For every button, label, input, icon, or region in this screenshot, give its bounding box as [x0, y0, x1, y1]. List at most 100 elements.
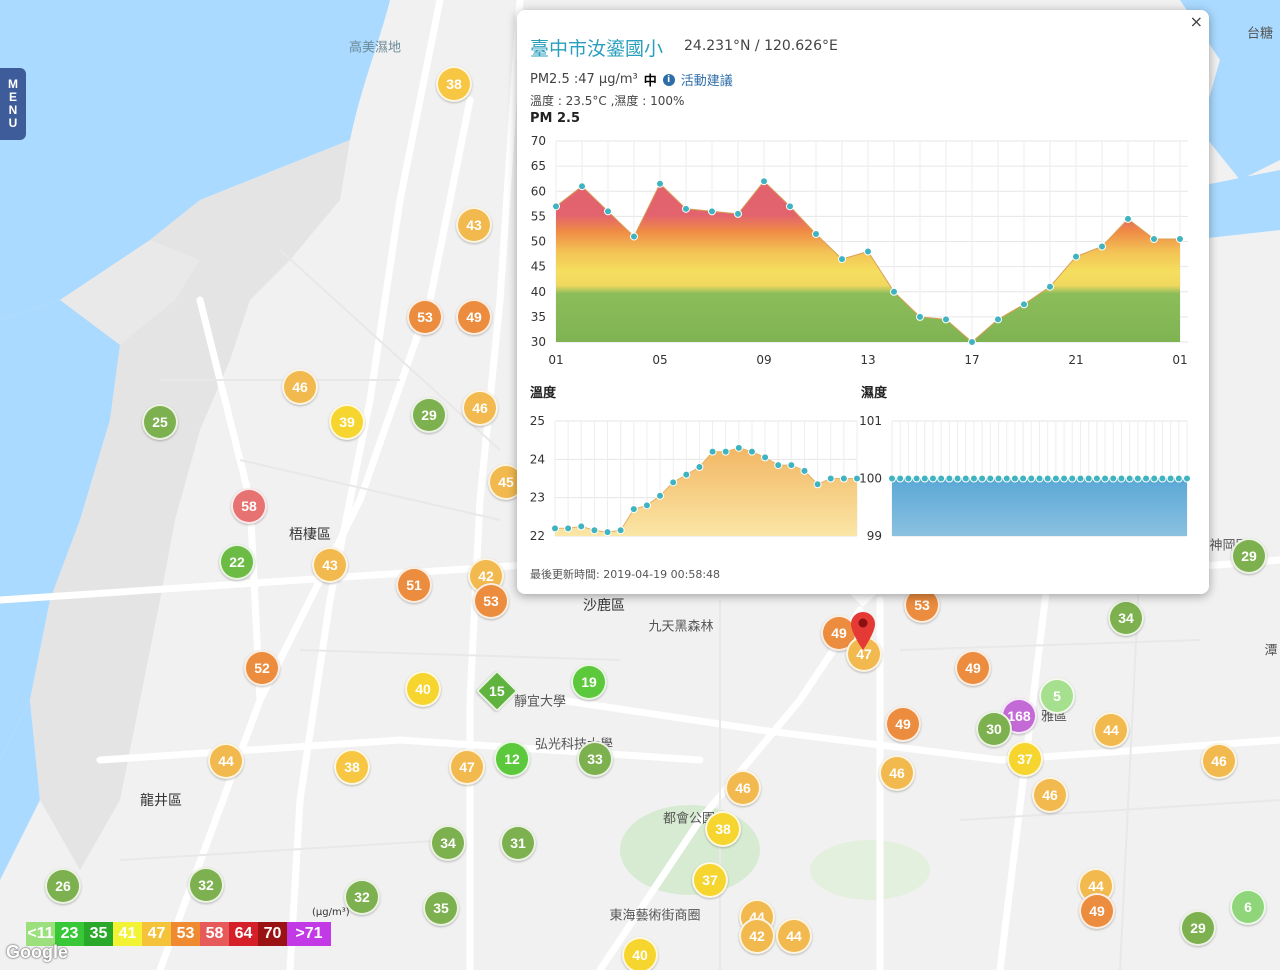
y-tick-label: 30 [531, 335, 546, 349]
station-marker[interactable]: 29 [1231, 538, 1267, 574]
station-marker[interactable]: 40 [405, 671, 441, 707]
data-point [1142, 474, 1151, 483]
data-point [912, 474, 921, 483]
last-update-time: 最後更新時間: 2019-04-19 00:58:48 [530, 568, 721, 581]
station-marker[interactable]: 39 [329, 404, 365, 440]
station-marker[interactable]: 33 [577, 741, 613, 777]
station-marker[interactable]: 38 [436, 66, 472, 102]
station-coordinates: 24.231°N / 120.626°E [684, 38, 838, 54]
pm25-area [556, 181, 1180, 342]
station-marker[interactable]: 46 [879, 755, 915, 791]
station-marker[interactable]: 52 [244, 650, 280, 686]
popup-tip [849, 593, 877, 607]
station-marker[interactable]: 49 [1079, 893, 1115, 929]
data-point [669, 478, 678, 487]
place-label: 台糖 [1246, 26, 1274, 42]
y-tick-label: 35 [531, 310, 546, 324]
station-marker[interactable]: 38 [705, 811, 741, 847]
x-tick-label: 05 [652, 353, 667, 367]
data-point [978, 474, 987, 483]
station-marker[interactable]: 29 [411, 397, 447, 433]
station-marker[interactable]: 29 [1180, 910, 1216, 946]
station-marker[interactable]: 22 [219, 544, 255, 580]
station-marker[interactable]: 46 [1032, 777, 1068, 813]
data-point [708, 447, 717, 456]
data-point [1019, 474, 1028, 483]
station-marker[interactable]: 19 [571, 664, 607, 700]
data-point [578, 182, 586, 191]
data-point [838, 255, 846, 264]
station-marker[interactable]: 51 [396, 567, 432, 603]
y-tick-label: 55 [531, 209, 546, 223]
y-tick-label: 23 [530, 491, 545, 505]
close-button[interactable]: × [1189, 12, 1203, 31]
station-marker[interactable]: 32 [344, 879, 380, 915]
station-marker[interactable]: 46 [725, 770, 761, 806]
station-marker[interactable]: 42 [739, 918, 775, 954]
station-marker[interactable]: 35 [423, 890, 459, 926]
station-marker[interactable]: 30 [976, 711, 1012, 747]
google-logo[interactable]: Google [6, 942, 68, 962]
station-marker[interactable]: 26 [45, 868, 81, 904]
station-marker[interactable]: 12 [494, 741, 530, 777]
data-point [1027, 474, 1036, 483]
station-marker[interactable]: 44 [1093, 712, 1129, 748]
place-label: 潭 [1264, 643, 1278, 659]
station-marker[interactable]: 34 [430, 825, 466, 861]
y-tick-label: 50 [531, 235, 546, 249]
x-tick-label: 13 [860, 353, 875, 367]
station-marker[interactable]: 6 [1230, 889, 1266, 925]
data-point [616, 526, 625, 535]
station-marker[interactable]: 43 [456, 207, 492, 243]
station-marker[interactable]: 44 [208, 743, 244, 779]
temperature-chart: 22 23 24 25 [530, 414, 861, 540]
y-tick-label: 65 [531, 159, 546, 173]
station-marker[interactable]: 49 [885, 706, 921, 742]
legend-item: 70 [258, 922, 287, 946]
station-marker[interactable]: 49 [821, 615, 857, 651]
x-tick-label: 01 [1172, 353, 1187, 367]
location-pin-icon[interactable] [849, 611, 877, 651]
place-label: 九天黑森林 [648, 619, 714, 635]
station-marker[interactable]: 46 [462, 390, 498, 426]
station-marker[interactable]: 46 [1201, 743, 1237, 779]
station-name[interactable]: 臺中市汝鎏國小 [530, 38, 664, 60]
station-marker[interactable]: 43 [312, 547, 348, 583]
station-marker[interactable]: 53 [407, 299, 443, 335]
activity-advice-link[interactable]: 活動建議 [680, 74, 733, 89]
station-marker[interactable]: 38 [334, 749, 370, 785]
station-marker[interactable]: 40 [622, 937, 658, 970]
station-marker[interactable]: 46 [282, 369, 318, 405]
station-marker[interactable]: 32 [188, 867, 224, 903]
place-label: 梧棲區 [289, 527, 331, 543]
data-point [969, 474, 978, 483]
station-marker[interactable]: 47 [449, 749, 485, 785]
data-point [1098, 242, 1106, 251]
station-marker[interactable]: 37 [692, 862, 728, 898]
station-marker[interactable]: 37 [1007, 741, 1043, 777]
data-point [682, 204, 690, 213]
data-point [761, 453, 770, 462]
data-point [786, 202, 794, 211]
legend-unit: (μg/m³) [312, 907, 350, 918]
data-point [721, 447, 730, 456]
station-marker[interactable]: 53 [473, 583, 509, 619]
pm-value: PM2.5 :47 μg/m³ [530, 72, 638, 87]
station-marker[interactable]: 5 [1039, 678, 1075, 714]
station-marker[interactable]: 49 [456, 299, 492, 335]
data-point [747, 447, 756, 456]
station-marker[interactable]: 44 [776, 918, 812, 954]
y-tick-label: 22 [530, 529, 545, 540]
station-marker[interactable]: 25 [142, 404, 178, 440]
data-point [695, 463, 704, 471]
station-marker[interactable]: 34 [1108, 600, 1144, 636]
data-point [1124, 214, 1132, 223]
station-marker[interactable]: 49 [955, 650, 991, 686]
info-icon[interactable]: i [662, 73, 675, 86]
temperature-area [555, 447, 857, 536]
station-marker[interactable]: 58 [231, 488, 267, 524]
data-point [1117, 474, 1126, 483]
humidity-chart-title: 濕度 [861, 386, 888, 401]
station-marker[interactable]: 31 [500, 825, 536, 861]
